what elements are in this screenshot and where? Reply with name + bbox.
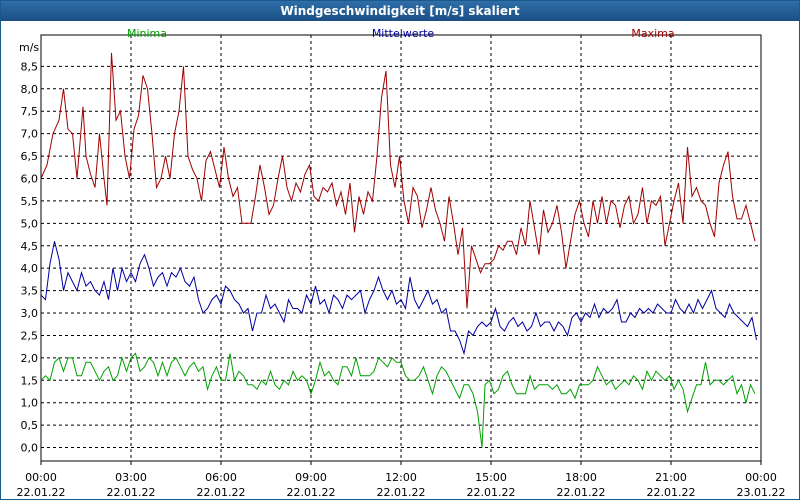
x-tick-date: 22.01.22 [197, 486, 246, 499]
x-tick-date: 23.01.22 [737, 486, 786, 499]
legend-maxima: Maxima [631, 27, 674, 40]
x-tick-time: 00:00 [25, 471, 57, 484]
y-tick-label: 7,0 [21, 128, 39, 141]
y-tick-label: 2,0 [21, 352, 39, 365]
x-tick-date: 22.01.22 [377, 486, 426, 499]
y-tick-label: 1,5 [21, 374, 39, 387]
y-tick-label: 3,0 [21, 307, 39, 320]
y-tick-label: 3,5 [21, 285, 39, 298]
y-tick-label: 8,0 [21, 83, 39, 96]
legend-mittelwerte: Mittelwerte [372, 27, 435, 40]
y-tick-label: 5,5 [21, 195, 39, 208]
y-tick-label: 1,0 [21, 397, 39, 410]
y-tick-label: 6,5 [21, 150, 39, 163]
x-tick-time: 06:00 [205, 471, 237, 484]
x-tick-date: 22.01.22 [647, 486, 696, 499]
x-tick-date: 22.01.22 [287, 486, 336, 499]
y-tick-label: 4,0 [21, 262, 39, 275]
series-line-mittelwerte [40, 241, 757, 356]
y-axis-unit-label: m/s [19, 41, 39, 54]
y-tick-label: 0,5 [21, 419, 39, 432]
legend-minima: Minima [127, 27, 167, 40]
x-tick-date: 22.01.22 [557, 486, 606, 499]
y-tick-label: 4,5 [21, 240, 39, 253]
x-tick-time: 15:00 [475, 471, 507, 484]
x-tick-date: 22.01.22 [107, 486, 156, 499]
x-tick-date: 22.01.22 [17, 486, 66, 499]
y-tick-label: 6,0 [21, 172, 39, 185]
y-tick-label: 7,5 [21, 105, 39, 118]
x-tick-time: 09:00 [295, 471, 327, 484]
y-tick-label: 8,5 [21, 60, 39, 73]
series-lines [40, 52, 757, 448]
y-tick-label: 5,0 [21, 217, 39, 230]
y-axis-tick-labels: 0,0 0,5 1,0 1,5 2,0 2,5 3,0 3,5 4,0 4,5 5,0 5,5 6,0 6… [21, 60, 39, 454]
x-tick-date: 22.01.22 [467, 486, 516, 499]
series-line-minima [40, 352, 756, 448]
x-axis-tick-labels: 00:00 22.01.22 03:00 22.01.22 06:00 22.01.22 0… [17, 471, 786, 499]
x-tick-time: 00:00 [745, 471, 777, 484]
y-tick-label: 2,5 [21, 329, 39, 342]
series-line-maxima [40, 52, 756, 309]
y-tick-label: 0,0 [21, 442, 39, 455]
x-tick-time: 12:00 [385, 471, 417, 484]
x-tick-time: 03:00 [115, 471, 147, 484]
x-tick-time: 18:00 [565, 471, 597, 484]
window-title: Windgeschwindigkeit [m/s] skaliert [1, 1, 799, 21]
vertical-gridlines [40, 35, 762, 465]
x-tick-time: 21:00 [655, 471, 687, 484]
